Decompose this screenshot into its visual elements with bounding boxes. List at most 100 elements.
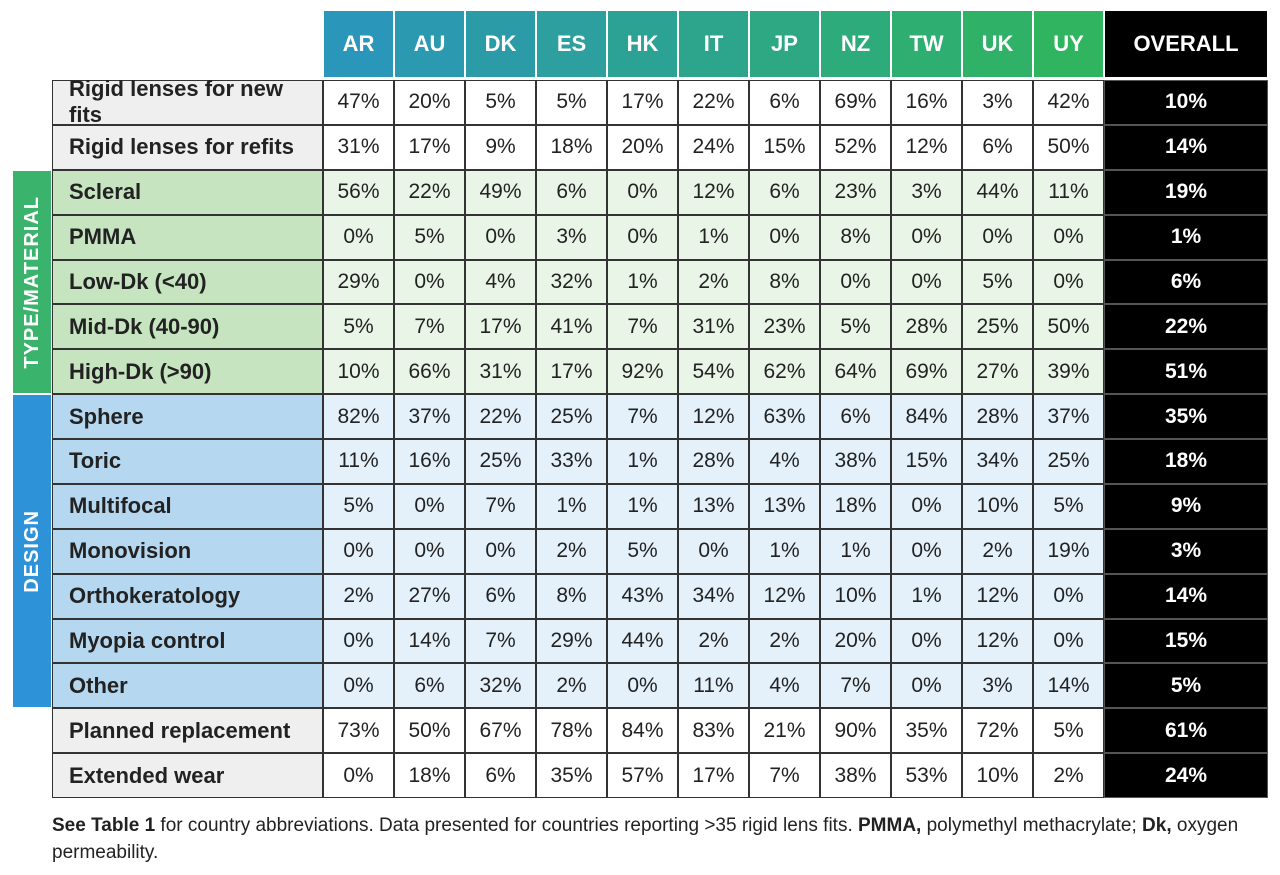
group-text: TYPE/MATERIAL <box>20 195 43 369</box>
cell: 2% <box>536 663 607 709</box>
overall-cell: 14% <box>1104 124 1268 170</box>
cell: 25% <box>536 394 607 439</box>
cell: 10% <box>820 573 891 619</box>
row-label: Rigid lenses for refits <box>52 124 323 170</box>
column-header: DK <box>465 10 536 78</box>
overall-cell: 9% <box>1104 483 1268 529</box>
row-label: Toric <box>52 439 323 484</box>
cell: 10% <box>323 349 394 395</box>
cell: 7% <box>607 304 678 350</box>
cell: 12% <box>678 169 749 215</box>
cell: 2% <box>678 618 749 664</box>
cell: 0% <box>465 528 536 574</box>
cell: 0% <box>891 618 962 664</box>
cell: 69% <box>891 349 962 395</box>
row-label: Myopia control <box>52 618 323 664</box>
cell: 1% <box>607 483 678 529</box>
row-label: Orthokeratology <box>52 573 323 619</box>
cell: 33% <box>536 439 607 484</box>
row-label: Rigid lenses for new fits <box>52 76 323 127</box>
column-header: JP <box>749 10 820 78</box>
cell: 32% <box>536 259 607 305</box>
row-label: Extended wear <box>52 753 323 798</box>
cell: 14% <box>394 618 465 664</box>
cell: 7% <box>394 304 465 350</box>
cell: 0% <box>323 753 394 798</box>
cell: 1% <box>607 439 678 484</box>
cell: 78% <box>536 708 607 754</box>
overall-cell: 1% <box>1104 214 1268 260</box>
cell: 15% <box>891 439 962 484</box>
cell: 6% <box>465 753 536 798</box>
overall-cell: 19% <box>1104 169 1268 215</box>
cell: 5% <box>536 80 607 125</box>
cell: 8% <box>536 573 607 619</box>
cell: 20% <box>394 80 465 125</box>
cell: 1% <box>891 573 962 619</box>
cell: 0% <box>394 528 465 574</box>
row-label: Low-Dk (<40) <box>52 259 323 305</box>
cell: 31% <box>323 124 394 170</box>
footnote-text: polymethyl methacrylate; <box>921 815 1143 836</box>
overall-cell: 35% <box>1104 394 1268 439</box>
cell: 1% <box>607 259 678 305</box>
column-header: AU <box>394 10 465 78</box>
row-label: Mid-Dk (40-90) <box>52 304 323 350</box>
cell: 3% <box>536 214 607 260</box>
cell: 0% <box>891 259 962 305</box>
cell: 22% <box>678 80 749 125</box>
cell: 12% <box>891 124 962 170</box>
cell: 24% <box>678 124 749 170</box>
cell: 3% <box>891 169 962 215</box>
cell: 10% <box>962 753 1033 798</box>
cell: 29% <box>536 618 607 664</box>
overall-cell: 5% <box>1104 663 1268 709</box>
cell: 50% <box>1033 124 1104 170</box>
cell: 5% <box>1033 483 1104 529</box>
group-text: DESIGN <box>20 509 43 593</box>
cell: 15% <box>749 124 820 170</box>
cell: 66% <box>394 349 465 395</box>
cell: 56% <box>323 169 394 215</box>
cell: 34% <box>962 439 1033 484</box>
overall-cell: 51% <box>1104 349 1268 395</box>
cell: 3% <box>962 80 1033 125</box>
cell: 4% <box>749 439 820 484</box>
cell: 12% <box>749 573 820 619</box>
column-header: UK <box>962 10 1033 78</box>
cell: 11% <box>678 663 749 709</box>
cell: 5% <box>323 304 394 350</box>
column-header: OVERALL <box>1104 10 1268 78</box>
cell: 44% <box>962 169 1033 215</box>
cell: 0% <box>607 214 678 260</box>
cell: 0% <box>465 214 536 260</box>
cell: 84% <box>607 708 678 754</box>
cell: 31% <box>678 304 749 350</box>
cell: 6% <box>820 394 891 439</box>
cell: 18% <box>394 753 465 798</box>
cell: 82% <box>323 394 394 439</box>
row-label: Multifocal <box>52 483 323 529</box>
cell: 28% <box>678 439 749 484</box>
row-label: Scleral <box>52 169 323 215</box>
cell: 25% <box>1033 439 1104 484</box>
cell: 0% <box>891 663 962 709</box>
cell: 10% <box>962 483 1033 529</box>
cell: 17% <box>678 753 749 798</box>
cell: 50% <box>394 708 465 754</box>
cell: 1% <box>749 528 820 574</box>
cell: 21% <box>749 708 820 754</box>
cell: 2% <box>323 573 394 619</box>
cell: 52% <box>820 124 891 170</box>
cell: 0% <box>1033 618 1104 664</box>
cell: 0% <box>891 214 962 260</box>
cell: 14% <box>1033 663 1104 709</box>
cell: 7% <box>820 663 891 709</box>
cell: 28% <box>891 304 962 350</box>
cell: 50% <box>1033 304 1104 350</box>
cell: 5% <box>323 483 394 529</box>
overall-cell: 61% <box>1104 708 1268 754</box>
cell: 32% <box>465 663 536 709</box>
cell: 19% <box>1033 528 1104 574</box>
cell: 4% <box>749 663 820 709</box>
